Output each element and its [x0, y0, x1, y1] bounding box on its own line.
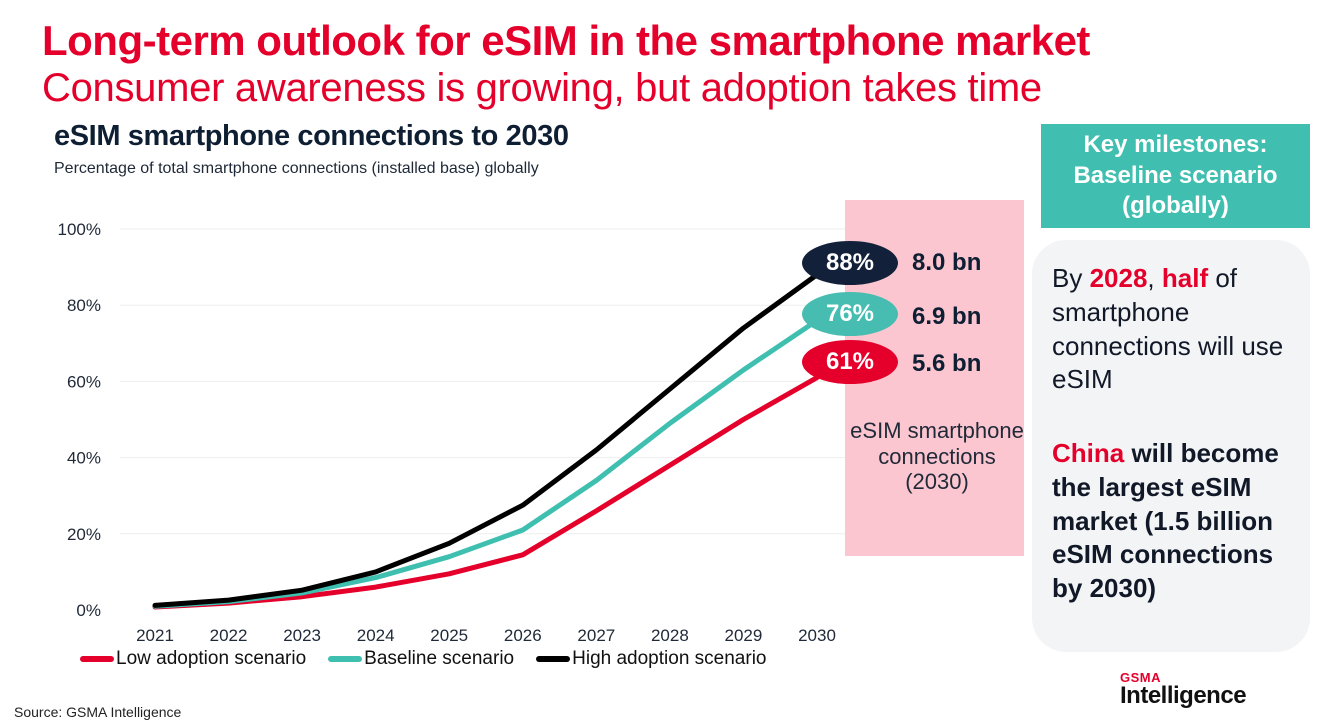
milestones-box [1032, 240, 1310, 652]
x-tick-label: 2025 [430, 626, 468, 645]
milestones-heading-line: Baseline scenario [1073, 161, 1278, 189]
x-tick-label: 2021 [136, 626, 174, 645]
logo-intelligence: Intelligence [1120, 682, 1247, 709]
legend-swatch-high [536, 656, 571, 662]
x-tick-label: 2022 [210, 626, 248, 645]
source-note: Source: GSMA Intelligence [14, 704, 182, 720]
milestones-heading-line: (globally) [1122, 192, 1229, 220]
milestone-china: China will become the largest eSIM marke… [1052, 437, 1304, 606]
low-end-value-bubble: 61% [802, 340, 898, 384]
slide-subtitle: Consumer awareness is growing, but adopt… [42, 66, 1042, 110]
legend-label-baseline: Baseline scenario [364, 648, 515, 669]
milestone-highlight: half [1161, 263, 1209, 293]
milestone-text: By [1052, 263, 1090, 293]
x-tick-label: 2030 [798, 626, 836, 645]
series-line-high [152, 272, 820, 608]
series-lines [152, 272, 820, 610]
y-tick-label: 80% [67, 296, 101, 315]
milestone-text: , [1147, 263, 1162, 293]
logo-gsma: GSMA [1120, 670, 1161, 685]
x-tick-label: 2027 [577, 626, 615, 645]
connections-caption: eSIM smartphone connections (2030) [850, 418, 1024, 495]
legend-swatch-baseline [328, 656, 363, 662]
x-tick-label: 2028 [651, 626, 689, 645]
baseline-end-value-bubble: 76% [802, 292, 898, 336]
y-tick-label: 40% [67, 449, 101, 468]
y-axis-ticks: 0% 20% 40% 60% 80% 100% [58, 220, 101, 620]
high-connections-label: 8.0 bn [912, 249, 982, 276]
gridlines [120, 228, 845, 535]
legend-item-low: Low adoption scenario [80, 648, 306, 670]
series-line-low [152, 375, 820, 610]
low-connections-label: 5.6 bn [912, 350, 982, 377]
line-chart: 0%20%40%60%80%100% 2021 2022 2023 2024 2025 2… [58, 220, 845, 645]
legend-label-high: High adoption scenario [572, 648, 767, 669]
gsma-intelligence-logo: GSMA Intelligence [1120, 670, 1247, 710]
legend-item-baseline: Baseline scenario [328, 648, 514, 670]
chart-subtitle: Percentage of total smartphone connectio… [54, 160, 539, 177]
milestone-text: of smartphone connections will use eSIM [1052, 263, 1284, 395]
chart-legend: Low adoption scenario Baseline scenario … [80, 648, 788, 670]
milestone-year: 2028 [1089, 263, 1148, 293]
legend-item-high: High adoption scenario [536, 648, 766, 670]
milestones-heading: Key milestones: Baseline scenario (globa… [1041, 124, 1310, 228]
y-tick-label: 100% [58, 220, 101, 239]
chart-title: eSIM smartphone connections to 2030 [54, 120, 569, 152]
legend-swatch-low [80, 656, 114, 662]
milestone-2028: By 2028, half of smartphone connections … [1052, 262, 1302, 397]
high-end-value-bubble: 88% [802, 241, 898, 285]
x-tick-label: 2029 [725, 626, 763, 645]
slide-title: Long-term outlook for eSIM in the smartp… [42, 17, 1090, 64]
milestone-text: will become the largest eSIM market (1.5… [1052, 438, 1279, 604]
x-axis-ticks: 2021 2022 2023 2024 2025 2026 2027 2028 2029 2030 [136, 626, 836, 645]
x-tick-label: 2026 [504, 626, 542, 645]
milestones-heading-line: Key milestones: [1083, 130, 1268, 158]
milestone-highlight: China [1052, 438, 1125, 468]
y-tick-label: 20% [67, 525, 101, 544]
x-tick-label: 2024 [357, 626, 395, 645]
x-tick-label: 2023 [283, 626, 321, 645]
y-tick-label: 60% [67, 372, 101, 391]
y-tick-label: 0% [76, 601, 101, 620]
baseline-connections-label: 6.9 bn [912, 303, 982, 330]
legend-label-low: Low adoption scenario [116, 648, 307, 669]
